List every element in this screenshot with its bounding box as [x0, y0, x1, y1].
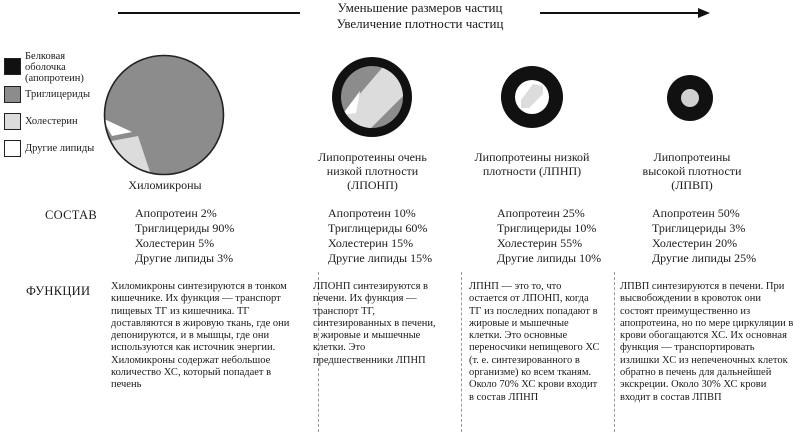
function-text-ldl: ЛПНП — это то, что остается от ЛПОНП, ко…: [469, 281, 600, 403]
cholesterol-swatch: [4, 113, 21, 130]
composition-line: Холестерин 15%: [328, 236, 414, 250]
composition-line: Холестерин 55%: [497, 236, 583, 250]
function-text-chylomicrons: Хиломикроны синтезируются в тонком кишеч…: [111, 281, 290, 391]
composition-line: Холестерин 20%: [652, 236, 738, 250]
particle-chylomicron-graphic: [103, 54, 225, 176]
triglycerides-swatch: [4, 86, 21, 103]
composition-line: Апопротеин 2%: [135, 206, 217, 220]
composition-line: Триглицериды 90%: [135, 221, 235, 235]
functions-row-label: ФУНКЦИИ: [26, 284, 91, 298]
composition-line: Другие липиды 15%: [328, 251, 433, 265]
legend-item-triglycerides: Триглицериды: [4, 86, 90, 103]
composition-line: Другие липиды 25%: [652, 251, 757, 265]
legend-item-other-lipids: Другие липиды: [4, 140, 94, 157]
particle-name-chylomicrons: Хиломикроны: [128, 178, 202, 192]
legend-label: Белковая оболочка (апопротеин): [25, 51, 84, 84]
legend-item-cholesterol: Холестерин: [4, 113, 78, 130]
composition-line: Апопротеин 10%: [328, 206, 416, 220]
particle-vldl-graphic: [332, 57, 412, 137]
particle-name-vldl: Липопротеины очень низкой плотности (ЛПО…: [318, 150, 427, 192]
function-text-vldl: ЛПОНП синтезируются в печени. Их функция…: [313, 281, 436, 366]
composition-line: Апопротеин 25%: [497, 206, 585, 220]
composition-line: Апопротеин 50%: [652, 206, 740, 220]
composition-chylomicrons: Апопротеин 2% Триглицериды 90% Холестери…: [135, 206, 234, 266]
composition-hdl: Апопротеин 50% Триглицериды 3% Холестери…: [652, 206, 756, 266]
legend-label: Другие липиды: [25, 143, 95, 154]
column-separator: [461, 272, 462, 432]
particle-name-ldl: Липопротеины низкой плотности (ЛПНП): [474, 150, 590, 178]
legend-item-apoprotein: Белковая оболочка (апопротеин): [4, 51, 105, 84]
composition-line: Другие липиды 3%: [135, 251, 234, 265]
composition-vldl: Апопротеин 10% Триглицериды 60% Холестер…: [328, 206, 432, 266]
composition-line: Холестерин 5%: [135, 236, 215, 250]
apoprotein-swatch: [4, 58, 21, 75]
particle-ldl-graphic: [501, 66, 563, 128]
composition-line: Триглицериды 3%: [652, 221, 746, 235]
function-text-hdl: ЛПВП синтезируются в печени. При высвобо…: [620, 281, 794, 403]
particle-name-hdl: Липопротеины высокой плотности (ЛПВП): [642, 150, 742, 192]
legend-label: Холестерин: [25, 116, 78, 127]
composition-line: Другие липиды 10%: [497, 251, 602, 265]
composition-line: Триглицериды 10%: [497, 221, 597, 235]
particle-hdl-graphic: [667, 75, 713, 121]
composition-row-label: СОСТАВ: [45, 208, 98, 222]
other-lipids-swatch: [4, 140, 21, 157]
legend-label: Триглицериды: [25, 89, 91, 100]
header-density-title: Увеличение плотности частиц: [336, 16, 504, 31]
column-separator: [318, 272, 319, 432]
header-size-title: Уменьшение размеров частиц: [300, 0, 540, 15]
composition-ldl: Апопротеин 25% Триглицериды 10% Холестер…: [497, 206, 601, 266]
composition-line: Триглицериды 60%: [328, 221, 428, 235]
column-separator: [614, 272, 615, 432]
